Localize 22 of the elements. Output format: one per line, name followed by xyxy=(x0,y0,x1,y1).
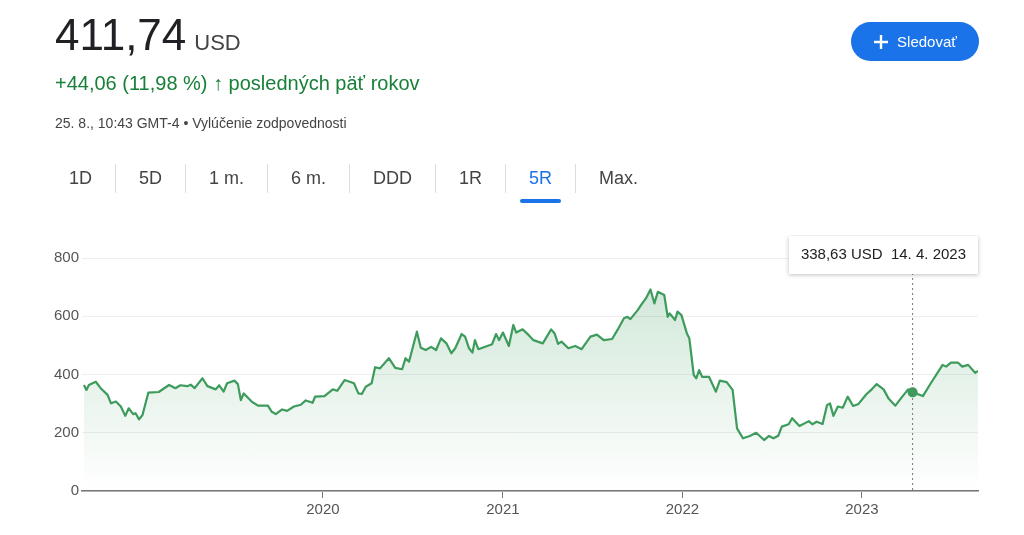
chart-title: 411,74 USD xyxy=(55,10,241,60)
text: Sledovať xyxy=(897,33,957,50)
y-tick-label: 600 xyxy=(53,306,79,324)
y-tick-label: 0 xyxy=(70,481,79,499)
text: 5D xyxy=(116,164,187,193)
text: DDD xyxy=(350,164,437,193)
annotation: 338,63 USD 14. 4. 2023 xyxy=(800,245,967,263)
text: 1 m. xyxy=(186,164,269,193)
x-tick-label: 2023 xyxy=(845,500,879,518)
y-tick-label: 400 xyxy=(53,364,79,382)
text: 25. 8., 10:43 GMT-4 • Vylúčenie zodpovednosti xyxy=(55,115,347,131)
text: 1D xyxy=(46,164,117,193)
chart-subtitle: +44,06 (11,98 %) ↑ posledných päť rokov xyxy=(55,72,420,95)
text: 1R xyxy=(436,164,507,193)
x-tick-label: 2021 xyxy=(486,500,520,518)
text: 5R xyxy=(506,164,577,193)
y-tick-label: 200 xyxy=(53,422,79,440)
x-tick-label: 2020 xyxy=(306,500,340,518)
y-tick-label: 800 xyxy=(53,248,79,266)
text: 6 m. xyxy=(268,164,351,193)
text: Max. xyxy=(598,167,640,190)
x-tick-label: 2022 xyxy=(665,500,700,518)
